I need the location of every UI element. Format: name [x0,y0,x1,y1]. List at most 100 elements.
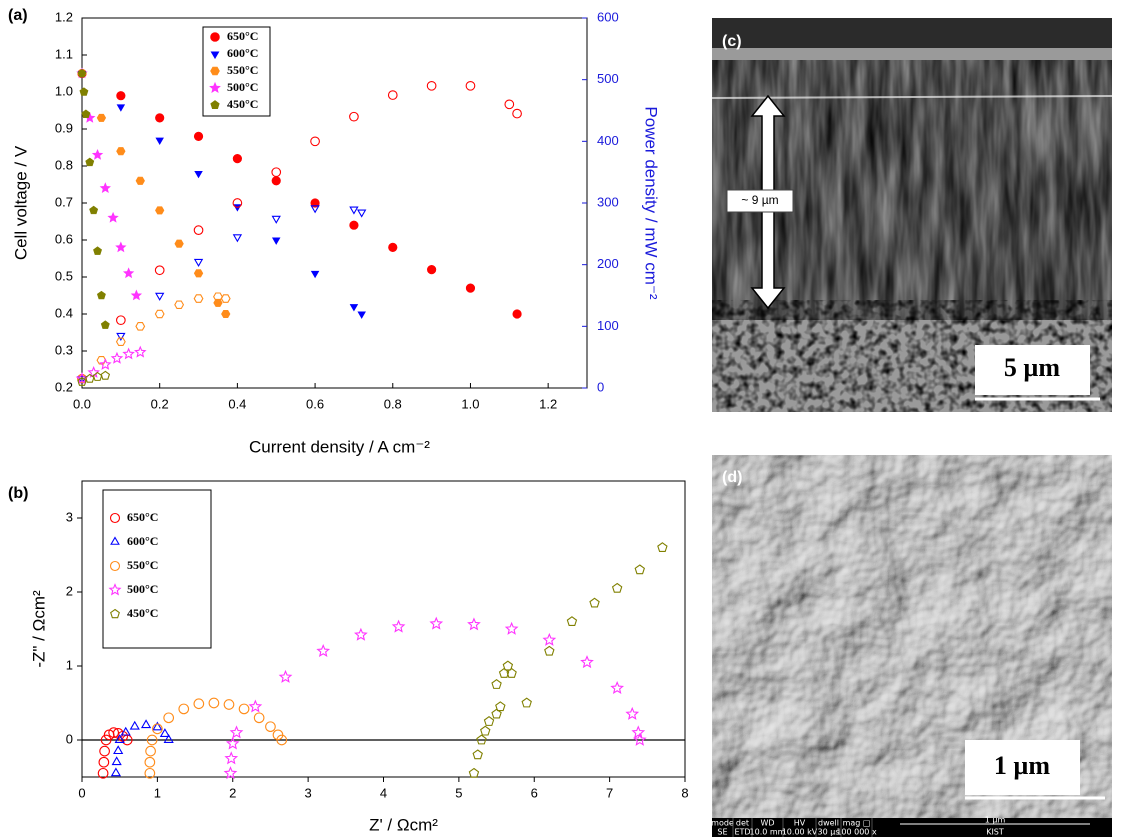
x-tick-label: 0.0 [73,396,91,411]
x-tick-label: 0.8 [384,396,402,411]
point [318,645,329,655]
point [117,316,126,325]
info-value: 100 000 x [836,828,877,837]
info-header: mode [711,819,734,828]
point [155,310,164,317]
point [239,704,249,714]
point [114,746,122,753]
x-tick-label: 0.2 [151,396,169,411]
y-tick-label: 0.2 [55,379,73,394]
info-value: SE [717,828,727,837]
x-tick-label: 4 [380,785,387,800]
x-tick-label: 5 [455,785,462,800]
point [250,701,261,711]
y-axis-label: -Z" / Ωcm² [29,590,48,668]
point [311,137,320,146]
point [155,114,164,123]
point [117,105,124,111]
legend-label: 550°C [127,558,158,572]
point [194,295,203,302]
point [194,699,204,709]
y-tick-label: 2 [66,583,73,598]
point [266,722,276,732]
y-tick-label: 0.6 [55,231,73,246]
y-tick-label: 1.2 [55,9,73,24]
info-value: 10.0 mm [750,828,786,837]
info-value: 10.00 kV [782,828,818,837]
point [613,584,622,593]
point [179,704,189,714]
point [231,727,242,737]
point [124,268,134,277]
x-tick-label: 2 [229,785,236,800]
point [145,757,155,767]
point [254,713,264,723]
point [522,698,531,707]
point [496,702,505,711]
point [582,657,593,667]
point [209,698,219,708]
point [350,221,359,230]
y-tick-label: 0 [66,731,73,746]
point [82,110,90,118]
point [117,91,126,100]
point [627,708,638,718]
legend-label: 650°C [227,29,258,43]
point [635,565,644,574]
point [226,753,237,763]
x-tick-label: 0.6 [306,396,324,411]
point [280,671,291,681]
point [194,132,203,141]
point [86,158,94,166]
point [194,226,203,235]
y-tick-label: 0.5 [55,268,73,283]
point [233,154,242,163]
scale-bar-label: 1 µm [994,751,1050,780]
point [224,700,234,710]
legend-label: 450°C [127,606,158,620]
y2-tick-label: 200 [597,256,619,271]
plot-frame [82,18,587,388]
point [273,216,280,222]
point [131,290,141,299]
point [93,373,101,381]
info-header: dwell [818,819,839,828]
point [116,242,126,251]
point [513,310,522,319]
point [175,240,184,247]
y2-tick-label: 400 [597,133,619,148]
point [473,750,482,759]
sem-top [712,18,1112,48]
point [156,138,163,144]
point [142,720,150,727]
x-tick-label: 1.0 [461,396,479,411]
point [545,646,554,655]
annotation: ~ 9 µm [741,193,778,207]
point [567,617,576,626]
figure: ~ 9 µm (c) 5 µm (d) 1 µm modeSEdetETDWD1… [0,0,1122,837]
point [100,183,110,192]
chart: (b)0123456780123Z' / Ωcm²-Z" / Ωcm²650°C… [8,481,689,834]
point [195,171,202,177]
point [100,746,110,756]
point [225,768,236,778]
point [492,680,501,689]
x-axis-label: Z' / Ωcm² [369,815,438,834]
point [612,682,623,692]
point [194,270,203,277]
point [108,213,118,222]
y2-tick-label: 600 [597,9,619,24]
panel-label: (d) [722,469,742,486]
point [311,271,318,277]
info-value: ETD [734,828,750,837]
point [80,88,88,96]
legend-marker [211,33,220,42]
point [155,266,164,275]
y-tick-label: 1.0 [55,83,73,98]
y2-tick-label: 0 [597,379,604,394]
legend-label: 500°C [127,582,158,596]
point [633,727,644,737]
point [101,371,109,379]
point [90,206,98,214]
legend-label: 500°C [227,80,258,94]
